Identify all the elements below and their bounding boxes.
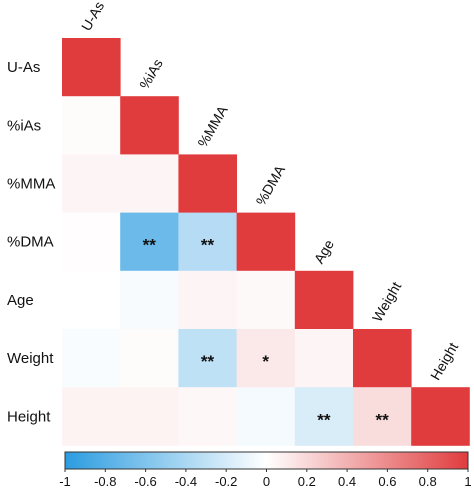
significance-weight-pct-dma: * <box>262 352 269 371</box>
heatmap-cells <box>62 38 470 446</box>
cell-weight-u-as <box>62 329 121 388</box>
colorbar-gradient <box>64 451 469 470</box>
col-label-pct-ias: %iAs <box>136 56 166 92</box>
colorbar-tick-label: 0.4 <box>338 474 356 489</box>
row-label-pct-dma: %DMA <box>7 234 54 251</box>
cell-height-age <box>294 387 354 446</box>
col-label-height: Height <box>427 340 461 383</box>
colorbar-tick-label: 0.6 <box>378 474 396 489</box>
significance-height-age: ** <box>317 410 331 429</box>
cell-u-as-u-as <box>62 38 121 97</box>
cell-weight-pct-ias <box>120 329 179 388</box>
colorbar-tick-label: 0 <box>263 474 270 489</box>
row-label-pct-mma: %MMA <box>7 176 55 193</box>
row-label-height: Height <box>7 408 51 425</box>
cell-pct-ias-pct-ias <box>120 96 179 155</box>
cell-height-pct-dma <box>236 387 296 446</box>
colorbar-tick-label: 0.2 <box>298 474 316 489</box>
col-label-age: Age <box>311 237 337 267</box>
colorbar-tick-label: -1 <box>59 474 71 489</box>
cell-weight-weight <box>353 329 412 388</box>
cell-age-pct-ias <box>120 270 179 330</box>
colorbar-tick-label: 1 <box>464 474 471 489</box>
colorbar-tick-label: -0.2 <box>215 474 237 489</box>
colorbar-tick-label: -0.6 <box>134 474 156 489</box>
colorbar: -1 -0.8 -0.6 -0.4 -0.2 0 0.2 0.4 0.6 0.8 1 <box>59 451 472 489</box>
row-labels: U-As %iAs %MMA %DMA Age Weight Height <box>7 59 55 425</box>
cell-height-pct-mma <box>178 387 237 446</box>
cell-age-age <box>294 270 354 330</box>
cell-pct-dma-pct-dma <box>236 212 296 272</box>
row-label-pct-ias: %iAs <box>7 117 41 134</box>
row-label-age: Age <box>7 292 34 309</box>
row-label-u-as: U-As <box>7 59 40 76</box>
cell-pct-dma-pct-ias <box>120 212 179 272</box>
col-label-pct-dma: %DMA <box>252 162 288 208</box>
cell-pct-dma-pct-mma <box>178 212 237 272</box>
colorbar-tick-label: -0.4 <box>175 474 197 489</box>
significance-height-weight: ** <box>375 410 389 429</box>
significance-pct-dma-pct-mma: ** <box>201 236 215 255</box>
cell-pct-dma-u-as <box>62 212 121 272</box>
cell-weight-age <box>294 329 354 388</box>
cell-pct-mma-u-as <box>62 154 121 213</box>
cell-age-u-as <box>62 270 121 330</box>
cell-age-pct-mma <box>178 270 237 330</box>
cell-pct-mma-pct-ias <box>120 154 179 213</box>
cell-height-u-as <box>62 387 121 446</box>
significance-markers: ** **** *** ** <box>143 236 389 430</box>
significance-pct-dma-pct-ias: ** <box>143 236 157 255</box>
cell-height-pct-ias <box>120 387 179 446</box>
col-label-weight: Weight <box>369 279 405 325</box>
significance-weight-pct-mma: ** <box>201 352 215 371</box>
cell-height-height <box>411 387 470 446</box>
cell-age-pct-dma <box>236 270 296 330</box>
col-label-u-as: U-As <box>78 0 107 33</box>
cell-pct-ias-u-as <box>62 96 121 155</box>
cell-weight-pct-dma <box>236 329 296 388</box>
colorbar-tick-label: -0.8 <box>94 474 116 489</box>
colorbar-tick-label: 0.8 <box>419 474 437 489</box>
row-label-weight: Weight <box>7 350 54 367</box>
cell-weight-pct-mma <box>178 329 237 388</box>
cell-height-weight <box>353 387 412 446</box>
col-label-pct-mma: %MMA <box>194 102 231 150</box>
cell-pct-mma-pct-mma <box>178 154 237 213</box>
